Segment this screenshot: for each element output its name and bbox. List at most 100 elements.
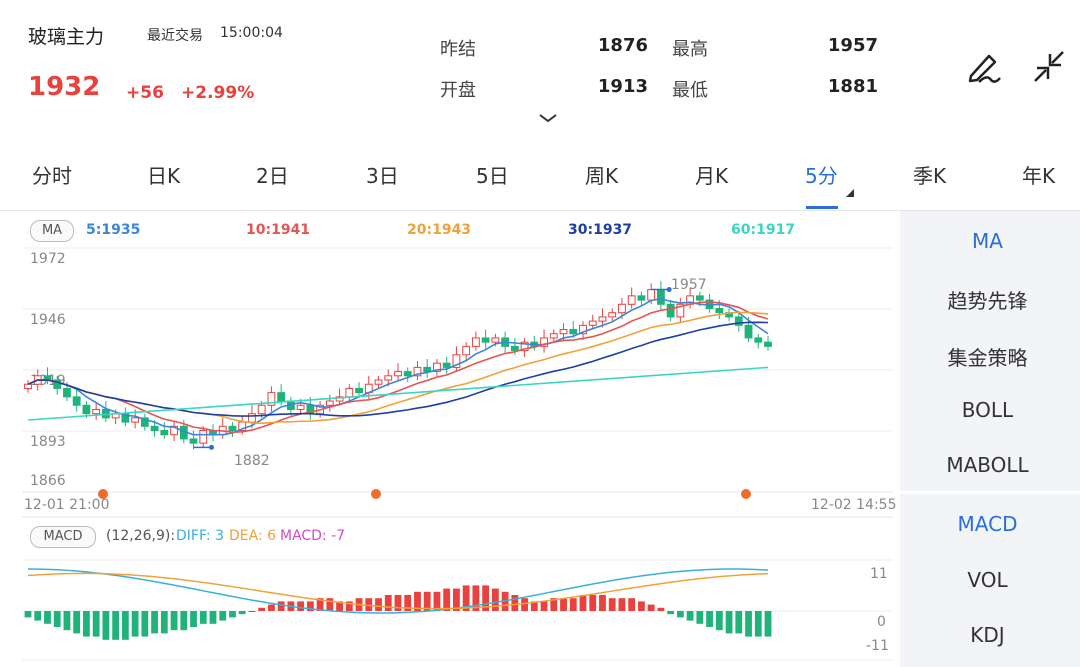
candle-body (491, 337, 500, 343)
macd-bar (316, 598, 324, 611)
candle-body (131, 417, 140, 423)
candle-body (598, 316, 607, 322)
macd-bar (647, 604, 655, 611)
macd-bar (433, 591, 441, 611)
low-annotation: 1882 (234, 453, 270, 469)
macd-params: (12,26,9): (106, 528, 176, 544)
candle-body (394, 371, 402, 377)
tab-2day[interactable]: 2日 (256, 164, 289, 188)
high-value: 1957 (827, 35, 878, 56)
candle-body (471, 337, 480, 347)
candle-body (53, 379, 62, 389)
candle-body (423, 366, 432, 373)
session-marker-dot (98, 489, 108, 499)
candle-body (676, 303, 685, 318)
side-item-maboll[interactable]: MABOLL (946, 453, 1029, 477)
high-marker-dot (666, 287, 672, 293)
tab-3day[interactable]: 3日 (366, 164, 399, 188)
side-item-boll[interactable]: BOLL (961, 398, 1014, 422)
candle-body (510, 345, 519, 352)
macd-bar (579, 595, 587, 611)
tab-5day[interactable]: 5日 (476, 164, 509, 188)
macd-bar (511, 595, 519, 611)
tab-weekly[interactable]: 周K (585, 164, 619, 188)
price-tick: 1972 (30, 251, 66, 267)
candle-body (82, 404, 91, 415)
macd-bar (170, 611, 178, 631)
macd-bar (92, 611, 100, 637)
macd-selector[interactable]: MACD (30, 526, 96, 548)
macd-bar (131, 611, 139, 637)
expand-chevron-icon[interactable] (537, 110, 559, 124)
low-value: 1881 (827, 76, 878, 97)
macd-bar (530, 601, 538, 611)
macd-bar (676, 611, 684, 618)
macd-bar (735, 611, 743, 634)
draw-pen-icon[interactable] (965, 48, 1003, 86)
tab-daily[interactable]: 日K (147, 164, 181, 188)
macd-bar (297, 601, 305, 611)
trade-time: 15:00:04 (220, 25, 283, 41)
tab-5min[interactable]: 5分 (805, 164, 838, 188)
tab-yearly[interactable]: 年K (1022, 164, 1056, 188)
macd-bar (306, 601, 314, 611)
tab-monthly[interactable]: 月K (695, 164, 729, 188)
candle-body (170, 425, 178, 436)
candle-body (520, 341, 529, 352)
collapse-icon[interactable] (1030, 48, 1068, 86)
candle-body (579, 324, 587, 335)
ma30-line (27, 321, 769, 417)
macd-bar (404, 595, 412, 611)
open-label: 开盘 (440, 80, 476, 101)
side-item-ma[interactable]: MA (972, 229, 1003, 253)
tab-quarterly[interactable]: 季K (913, 164, 947, 188)
macd-bar (345, 601, 353, 611)
macd-tick: 11 (870, 566, 888, 582)
candle-body (442, 362, 451, 368)
ma-selector[interactable]: MA (30, 220, 74, 242)
candle-body (150, 425, 159, 432)
macd-bar (608, 598, 616, 611)
candle-body (452, 354, 461, 368)
macd-bar (725, 611, 733, 634)
price-change-pct: +2.99% (181, 83, 255, 103)
candle-body (627, 295, 636, 305)
dropdown-triangle-icon[interactable] (845, 183, 855, 197)
recent-trade-label: 最近交易 (147, 28, 203, 44)
macd-bar (628, 598, 636, 611)
macd-bar (375, 598, 382, 611)
macd-bar (102, 611, 110, 640)
macd-bar (618, 598, 626, 611)
macd-bar (268, 604, 275, 611)
ma60-line (27, 366, 769, 421)
candle-body (608, 312, 617, 318)
candle-body (462, 345, 471, 356)
side-item-trend[interactable]: 趋势先锋 (947, 289, 1028, 313)
candle-body (754, 337, 763, 343)
macd-bar (190, 611, 197, 627)
last-price: 1932 (28, 72, 101, 102)
side-item-strategy[interactable]: 集金策略 (947, 346, 1028, 370)
macd-bar (83, 611, 90, 637)
macd-bar (589, 595, 597, 611)
side-item-macd[interactable]: MACD (957, 512, 1018, 536)
price-change: +56 (126, 83, 164, 103)
macd-bar (715, 611, 723, 631)
price-tick: 1893 (30, 434, 66, 450)
candle-body (72, 396, 81, 406)
candle-body (384, 375, 393, 381)
side-item-vol[interactable]: VOL (967, 568, 1008, 592)
macd-bar (229, 611, 236, 618)
candle-body (588, 320, 597, 326)
ma20-legend: 20:1943 (407, 222, 472, 238)
candle-body (374, 379, 383, 385)
period-tabs: 分时 日K 2日 3日 5日 周K 月K 5分 季K 年K (0, 150, 1080, 210)
macd-bar (209, 611, 217, 624)
candle-body (569, 329, 578, 335)
side-item-kdj[interactable]: KDJ (970, 623, 1005, 647)
low-marker-dot (209, 444, 215, 450)
tab-intraday[interactable]: 分时 (32, 164, 72, 188)
macd-bar (24, 611, 32, 618)
price-tick: 1946 (30, 312, 66, 328)
candle-body (481, 337, 490, 343)
